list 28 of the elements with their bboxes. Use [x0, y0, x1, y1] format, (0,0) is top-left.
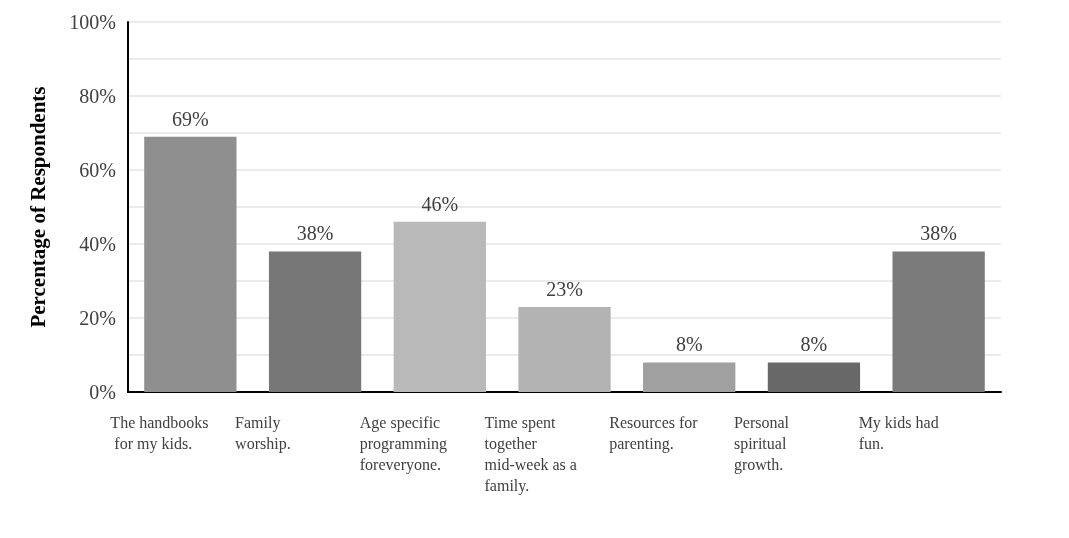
- bar: [268, 251, 362, 392]
- y-tick-label: 100%: [69, 11, 116, 33]
- x-tick-label: Family worship.: [235, 414, 291, 453]
- x-tick-label: The handbooks for my kids.: [110, 414, 209, 453]
- x-tick-label: Age specific programming foreveryone.: [359, 414, 451, 474]
- data-label: 8%: [675, 333, 703, 356]
- data-label: 69%: [172, 107, 209, 130]
- y-tick-label: 20%: [79, 307, 116, 329]
- bar: [518, 306, 611, 392]
- bar: [393, 221, 486, 392]
- x-tick-label: Personal spiritual growth.: [733, 414, 794, 474]
- data-label: 23%: [546, 277, 583, 300]
- x-tick-label: Time spent together mid-week as a family.: [484, 414, 581, 495]
- y-tick-label: 80%: [79, 85, 116, 107]
- bar: [892, 251, 985, 392]
- bar: [643, 362, 736, 392]
- data-label: 46%: [421, 192, 459, 215]
- data-label: 38%: [296, 222, 334, 245]
- x-tick-label: My kids had fun.: [858, 414, 943, 452]
- x-tick-label: Resources for parenting.: [609, 414, 702, 453]
- y-tick-label: 40%: [79, 233, 116, 255]
- y-tick-label: 0%: [89, 381, 116, 403]
- data-label: 8%: [800, 333, 828, 356]
- y-axis-title: Percentage of Respondents: [25, 86, 50, 328]
- bar: [767, 362, 861, 392]
- data-label: 38%: [920, 222, 957, 245]
- y-tick-label: 60%: [79, 159, 116, 181]
- bar: [144, 136, 237, 392]
